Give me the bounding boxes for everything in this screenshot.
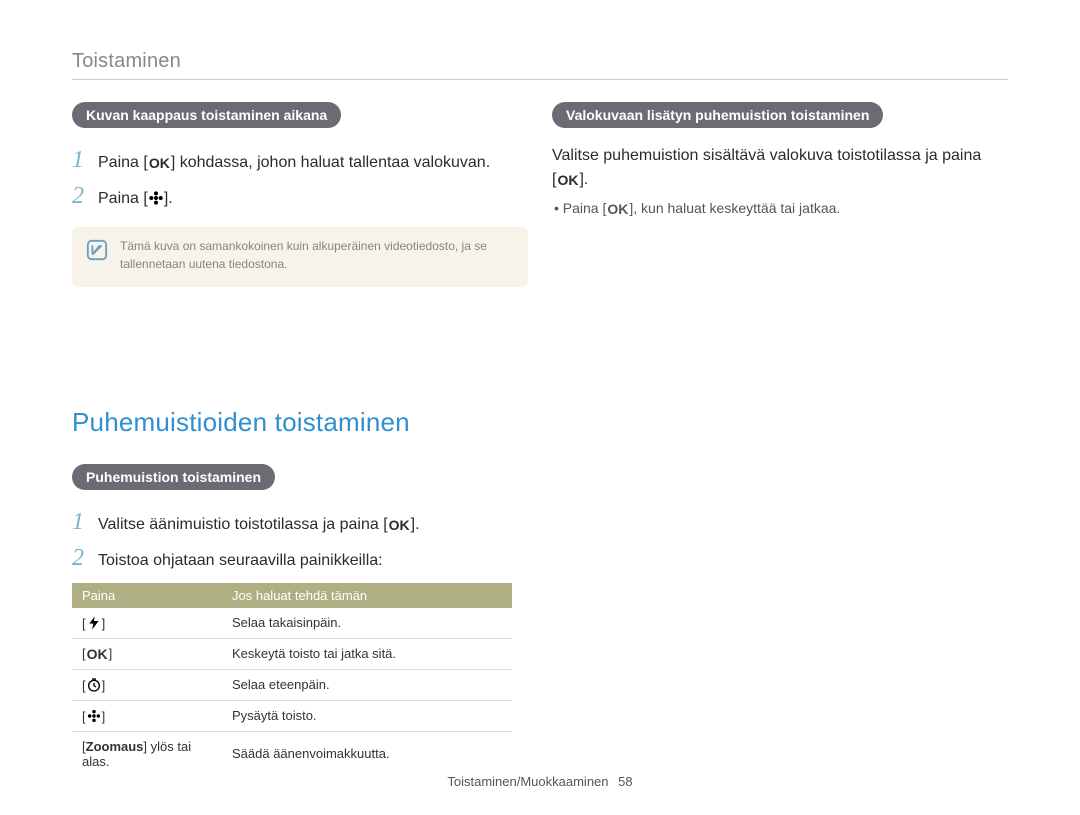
two-column-layout: Kuvan kaappaus toistaminen aikana 1 Pain… — [72, 102, 1008, 776]
pill-capture-during-playback: Kuvan kaappaus toistaminen aikana — [72, 102, 341, 128]
step-number: 1 — [72, 510, 88, 534]
controls-table: Paina Jos haluat tehdä tämän [] Selaa ta… — [72, 583, 512, 776]
table-row: [] Selaa eteenpäin. — [72, 669, 512, 700]
flower-icon — [86, 708, 102, 724]
text: Valitse äänimuistio toistotilassa ja pai… — [98, 516, 388, 533]
page-header-title: Toistaminen — [72, 50, 1008, 73]
cell-desc: Säädä äänenvoimakkuutta. — [222, 731, 512, 776]
table-row: [OK] Keskeytä toisto tai jatka sitä. — [72, 638, 512, 669]
table-row: [] Selaa takaisinpäin. — [72, 608, 512, 639]
text: Valitse puhemuistion sisältävä valokuva … — [552, 147, 981, 164]
note-box: Tämä kuva on samankokoinen kuin alkuperä… — [72, 227, 528, 287]
step-2: 2 Paina []. — [72, 184, 528, 210]
right-bullet: • Paina [OK], kun haluat keskeyttää tai … — [554, 200, 1008, 217]
note-text: Tämä kuva on samankokoinen kuin alkuperä… — [120, 237, 514, 273]
cell-desc: Selaa eteenpäin. — [222, 669, 512, 700]
right-paragraph: Valitse puhemuistion sisältävä valokuva … — [552, 144, 1008, 192]
timer-icon — [86, 677, 102, 693]
pill-play-attached-memo: Valokuvaan lisätyn puhemuistion toistami… — [552, 102, 883, 128]
flower-icon — [148, 190, 164, 206]
step-number: 1 — [72, 148, 88, 172]
ok-icon: OK — [606, 201, 629, 217]
text: ]. — [164, 190, 173, 207]
section-title-voice-memos: Puhemuistioiden toistaminen — [72, 407, 528, 438]
cell-zoom-label: [Zoomaus] ylös tai alas. — [72, 731, 222, 776]
ok-icon: OK — [86, 646, 109, 662]
text: Paina [ — [98, 154, 148, 171]
step-number: 2 — [72, 184, 88, 208]
text: ] kohdassa, johon haluat tallentaa valok… — [171, 154, 490, 171]
cell-desc: Selaa takaisinpäin. — [222, 608, 512, 639]
left-column: Kuvan kaappaus toistaminen aikana 1 Pain… — [72, 102, 528, 776]
cell-icon: [] — [72, 608, 222, 639]
note-icon — [86, 239, 108, 261]
footer-text: Toistaminen/Muokkaaminen — [447, 774, 608, 789]
pill-play-voice-memo: Puhemuistion toistaminen — [72, 464, 275, 490]
table-header-action: Jos haluat tehdä tämän — [222, 583, 512, 608]
text: ], kun haluat keskeyttää tai jatkaa. — [629, 200, 840, 216]
flash-icon — [86, 615, 102, 631]
step-4-text: Toistoa ohjataan seuraavilla painikkeill… — [98, 550, 383, 572]
ok-icon: OK — [148, 154, 171, 174]
cell-icon: [] — [72, 700, 222, 731]
table-header-press: Paina — [72, 583, 222, 608]
cell-icon: [OK] — [72, 638, 222, 669]
step-2-text: Paina []. — [98, 188, 173, 210]
cell-desc: Keskeytä toisto tai jatka sitä. — [222, 638, 512, 669]
text: ]. — [579, 171, 588, 188]
table-row: [Zoomaus] ylös tai alas. Säädä äänenvoim… — [72, 731, 512, 776]
step-3-text: Valitse äänimuistio toistotilassa ja pai… — [98, 514, 420, 536]
cell-desc: Pysäytä toisto. — [222, 700, 512, 731]
text: Paina [ — [98, 190, 148, 207]
step-3: 1 Valitse äänimuistio toistotilassa ja p… — [72, 510, 528, 536]
ok-icon: OK — [556, 170, 579, 191]
table-header-row: Paina Jos haluat tehdä tämän — [72, 583, 512, 608]
text: ]. — [411, 516, 420, 533]
step-1-text: Paina [OK] kohdassa, johon haluat tallen… — [98, 152, 490, 174]
right-column: Valokuvaan lisätyn puhemuistion toistami… — [552, 102, 1008, 776]
step-4: 2 Toistoa ohjataan seuraavilla painikkei… — [72, 546, 528, 572]
ok-icon: OK — [388, 516, 411, 536]
text-bold: Zoomaus — [86, 739, 144, 754]
cell-icon: [] — [72, 669, 222, 700]
page-number: 58 — [618, 774, 632, 789]
step-number: 2 — [72, 546, 88, 570]
table-row: [] Pysäytä toisto. — [72, 700, 512, 731]
page-footer: Toistaminen/Muokkaaminen 58 — [0, 774, 1080, 789]
header-rule — [72, 79, 1008, 80]
text: • Paina [ — [554, 200, 606, 216]
step-1: 1 Paina [OK] kohdassa, johon haluat tall… — [72, 148, 528, 174]
